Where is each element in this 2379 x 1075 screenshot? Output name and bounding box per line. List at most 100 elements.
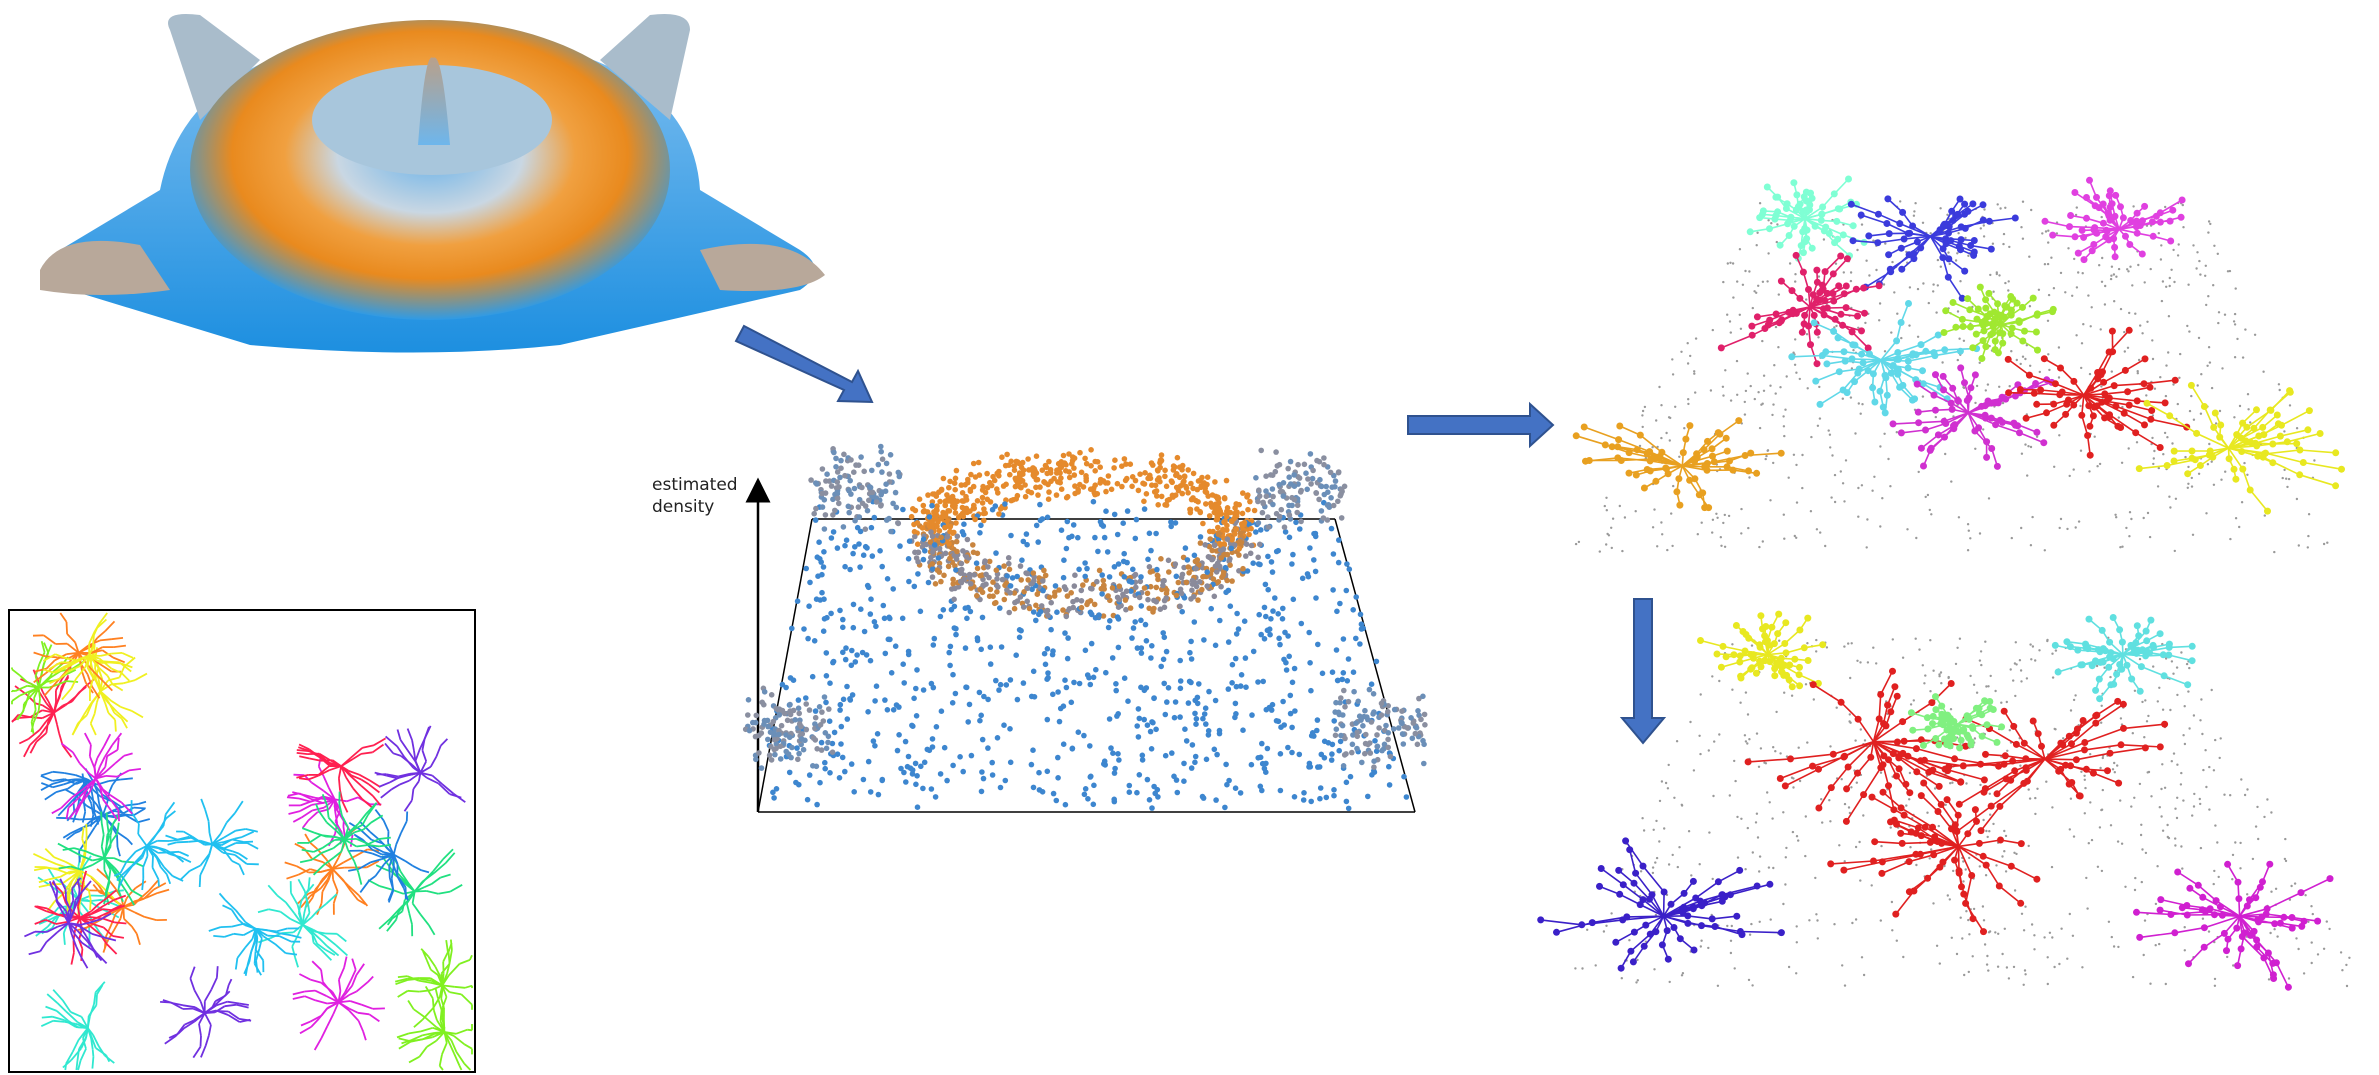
- data-point: [1215, 525, 1221, 531]
- graph-vertex: [1699, 753, 1701, 755]
- graph-vertex: [2326, 920, 2328, 922]
- graph-vertex: [2218, 876, 2220, 878]
- graph-vertex: [1763, 375, 1765, 377]
- graph-vertex: [1730, 940, 1732, 942]
- data-point: [835, 479, 841, 485]
- graph-vertex: [1834, 474, 1836, 476]
- graph-vertex: [1712, 878, 1714, 880]
- graph-edge: [2137, 401, 2165, 403]
- data-point: [1138, 574, 1144, 580]
- graph-vertex: [1939, 962, 1941, 964]
- data-point: [1003, 778, 1009, 784]
- graph-node: [2083, 194, 2090, 201]
- graph-vertex: [1681, 804, 1683, 806]
- data-point: [1321, 455, 1327, 461]
- data-point: [1376, 725, 1382, 731]
- data-point: [1266, 524, 1272, 530]
- data-point: [852, 486, 858, 492]
- graph-vertex: [1887, 458, 1889, 460]
- graph-node: [1723, 435, 1730, 442]
- data-point: [891, 707, 897, 713]
- graph-vertex: [2120, 308, 2122, 310]
- data-point: [1358, 716, 1364, 722]
- data-point: [1099, 586, 1105, 592]
- data-point: [1136, 734, 1142, 740]
- data-point: [1331, 551, 1337, 557]
- graph-vertex: [2117, 840, 2119, 842]
- graph-vertex: [2060, 518, 2062, 520]
- graph-vertex: [1724, 546, 1726, 548]
- graph-vertex: [1959, 280, 1961, 282]
- data-point: [1329, 484, 1335, 490]
- data-point: [929, 503, 935, 509]
- graph-vertex: [2207, 463, 2209, 465]
- graph-vertex: [1689, 721, 1691, 723]
- data-point: [906, 754, 912, 760]
- graph-vertex: [2124, 886, 2126, 888]
- graph-vertex: [2162, 280, 2164, 282]
- data-point: [1084, 461, 1090, 467]
- graph-vertex: [2028, 788, 2030, 790]
- graph-vertex: [1774, 750, 1776, 752]
- data-point: [1029, 490, 1035, 496]
- graph-vertex: [1861, 484, 1863, 486]
- data-point: [1281, 657, 1287, 663]
- graph-vertex: [2156, 865, 2158, 867]
- data-point: [967, 702, 973, 708]
- cluster-graph: [1537, 611, 2350, 991]
- data-point: [1339, 677, 1345, 683]
- data-point: [1015, 459, 1021, 465]
- data-point: [975, 498, 981, 504]
- graph-vertex: [1784, 883, 1786, 885]
- data-point: [982, 558, 988, 564]
- graph-vertex: [1883, 283, 1885, 285]
- graph-vertex: [1815, 913, 1817, 915]
- data-point: [854, 652, 860, 658]
- graph-vertex: [2085, 877, 2087, 879]
- data-point: [1054, 609, 1060, 615]
- graph-vertex: [2216, 841, 2218, 843]
- graph-vertex: [1766, 280, 1768, 282]
- data-point: [1149, 746, 1155, 752]
- graph-vertex: [2101, 257, 2103, 259]
- graph-node: [1735, 417, 1742, 424]
- data-point: [1333, 733, 1339, 739]
- data-point: [1131, 625, 1137, 631]
- data-point: [1329, 757, 1335, 763]
- graph-vertex: [2182, 226, 2184, 228]
- graph-vertex: [2028, 256, 2030, 258]
- data-point: [818, 722, 824, 728]
- data-point: [971, 506, 977, 512]
- data-point: [1079, 598, 1085, 604]
- data-point: [922, 548, 928, 554]
- data-point: [838, 458, 844, 464]
- data-point: [985, 745, 991, 751]
- data-point: [1248, 551, 1254, 557]
- data-point: [1234, 526, 1240, 532]
- data-point: [1331, 718, 1337, 724]
- graph-vertex: [2263, 816, 2265, 818]
- graph-vertex: [2145, 852, 2147, 854]
- data-point: [950, 763, 956, 769]
- data-point: [1143, 622, 1149, 628]
- graph-vertex: [1720, 545, 1722, 547]
- data-point: [1061, 703, 1067, 709]
- data-point: [1098, 519, 1104, 525]
- data-point: [1110, 585, 1116, 591]
- data-point: [819, 590, 825, 596]
- data-point: [1034, 477, 1040, 483]
- graph-vertex: [2060, 928, 2062, 930]
- data-point: [1330, 669, 1336, 675]
- graph-vertex: [1831, 454, 1833, 456]
- graph-vertex: [1783, 692, 1785, 694]
- data-point: [1306, 574, 1312, 580]
- data-point: [1208, 501, 1214, 507]
- graph-vertex: [2100, 328, 2102, 330]
- graph-vertex: [2162, 453, 2164, 455]
- data-point: [1144, 491, 1150, 497]
- graph-node: [1969, 200, 1976, 207]
- data-point: [968, 472, 974, 478]
- graph-vertex: [2200, 413, 2202, 415]
- graph-node: [1961, 268, 1968, 275]
- data-point: [880, 456, 886, 462]
